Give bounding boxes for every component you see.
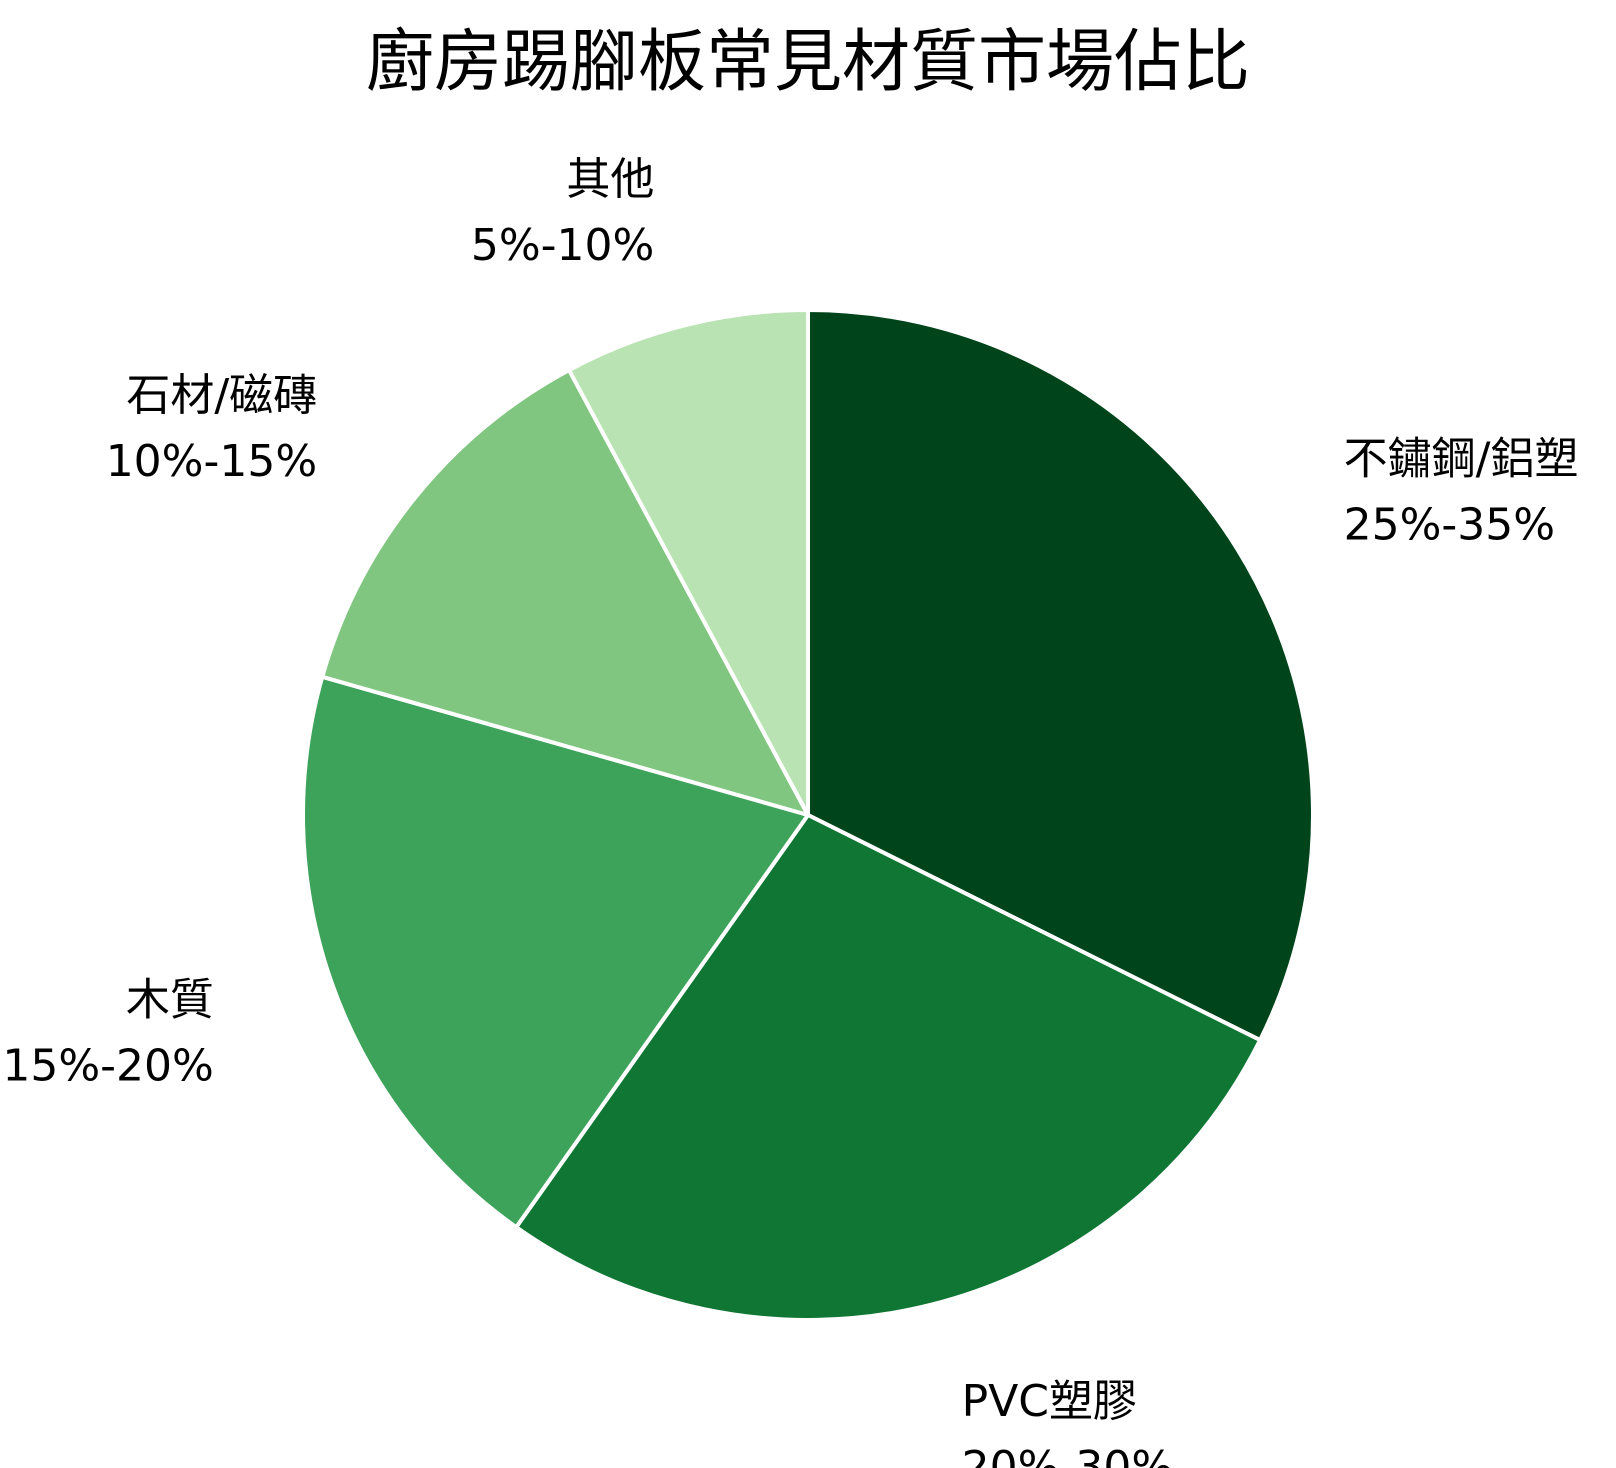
slice-labels: 不鏽鋼/鋁塑 25%-35% PVC塑膠 20%-30% 木質 15%-20% 石材/磁磚 1…	[2, 154, 1578, 1468]
slice-label-2: 木質 15%-20%	[2, 974, 213, 1091]
slice-name-4: 其他	[566, 154, 654, 205]
slice-range-0: 25%-35%	[1344, 499, 1555, 550]
slice-label-0: 不鏽鋼/鋁塑 25%-35%	[1344, 433, 1579, 550]
pie-slice-0	[806, 308, 1315, 1043]
slice-range-2: 15%-20%	[2, 1040, 213, 1091]
chart-title: 廚房踢腳板常見材質市場佔比	[365, 23, 1250, 102]
slice-name-3: 石材/磁磚	[126, 370, 317, 421]
pie-slice-3	[320, 368, 810, 817]
slice-name-0: 不鏽鋼/鋁塑	[1344, 433, 1579, 484]
slice-name-1: PVC塑膠	[962, 1376, 1137, 1427]
slice-range-1: 20%-30%	[962, 1442, 1173, 1468]
slice-label-1: PVC塑膠 20%-30%	[962, 1376, 1173, 1468]
slice-label-3: 石材/磁磚 10%-15%	[106, 370, 317, 487]
pie-slice-4	[567, 308, 810, 817]
slice-name-2: 木質	[126, 974, 214, 1025]
pie-slice-2	[301, 674, 810, 1230]
slice-range-3: 10%-15%	[106, 436, 317, 487]
slice-range-4: 5%-10%	[471, 220, 654, 271]
slice-label-4: 其他 5%-10%	[471, 154, 654, 271]
pie-slice-1	[514, 813, 1263, 1322]
